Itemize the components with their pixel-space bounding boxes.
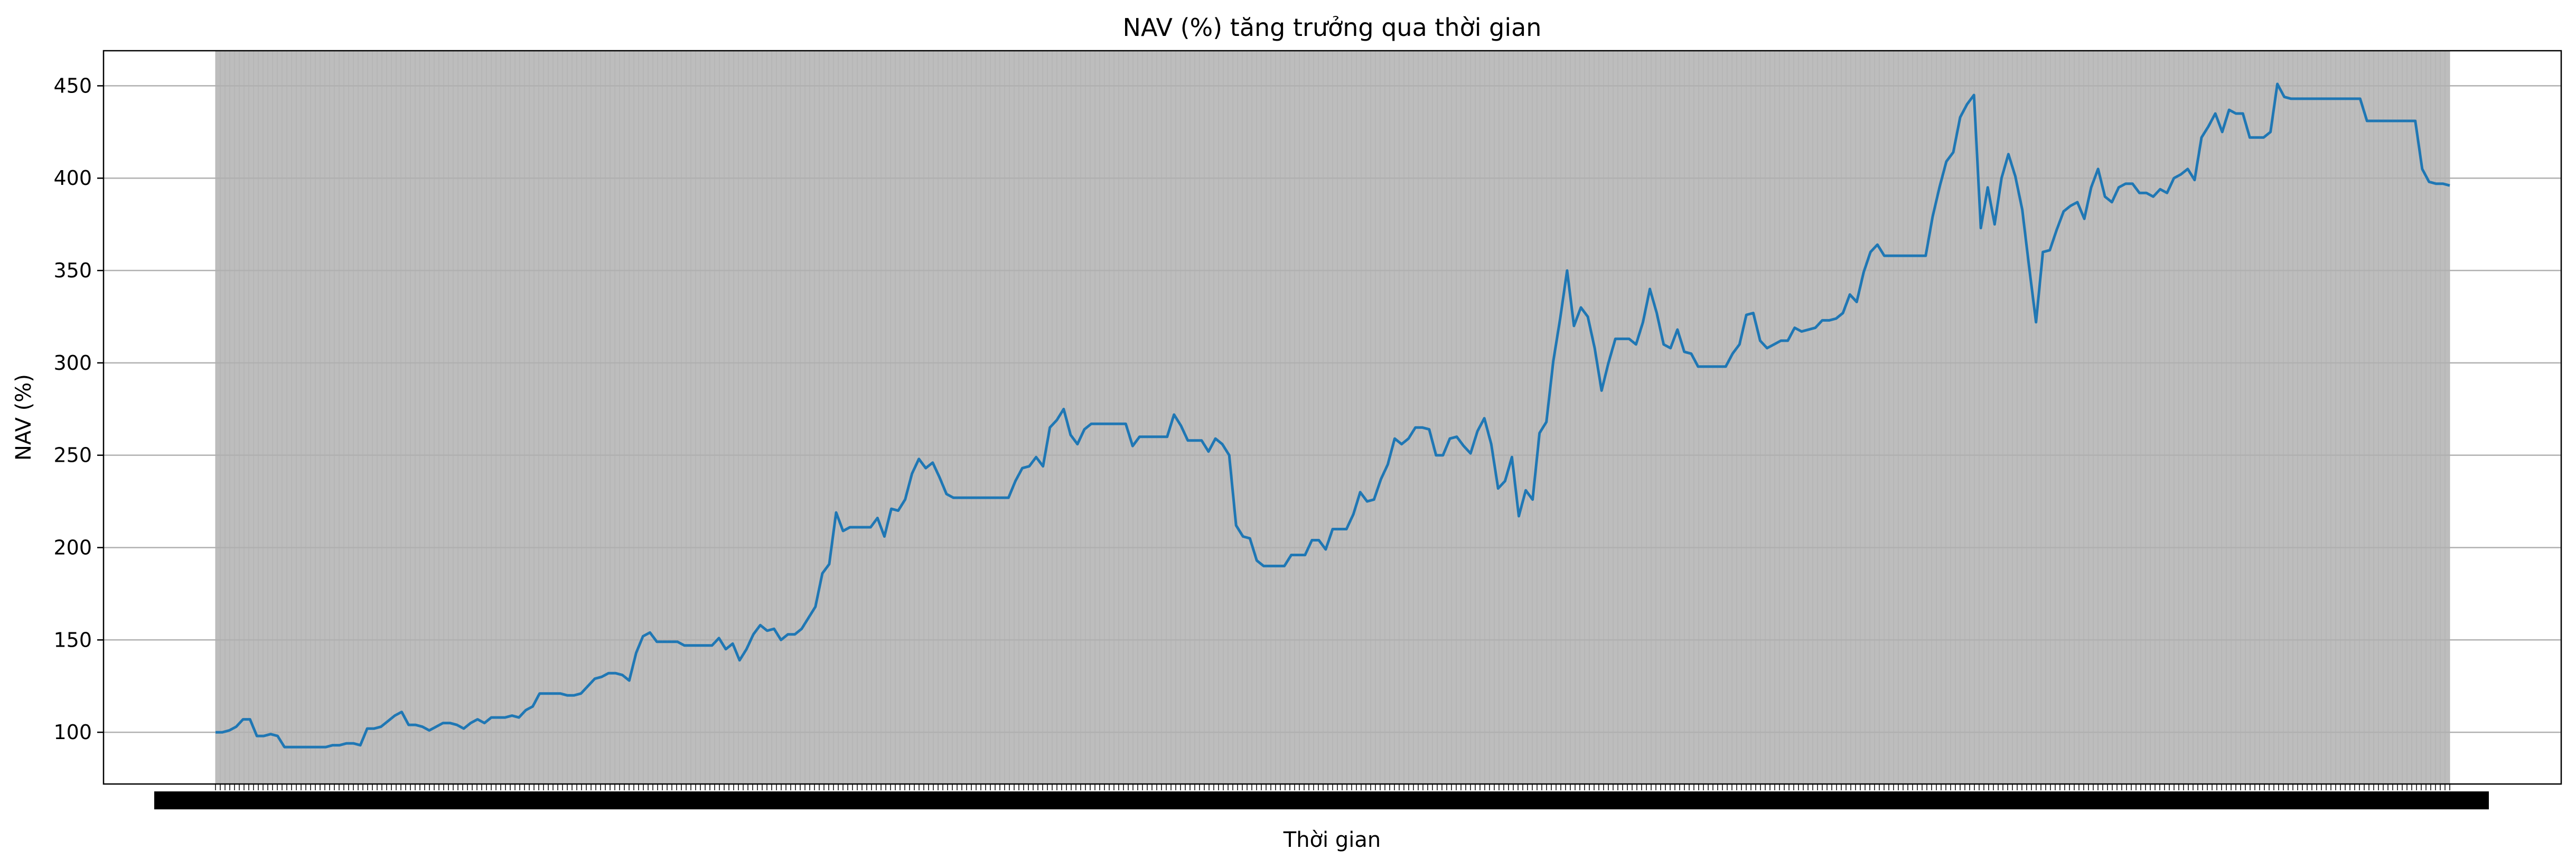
x-axis-title: Thời gian [1283,828,1381,852]
y-tick-label: 250 [53,444,92,467]
y-tick-label: 400 [53,166,92,190]
y-axis-ticks: 100 150 200 250 300 350 400 450 [53,74,104,744]
y-tick-label: 200 [53,536,92,559]
series-group [216,82,2450,749]
y-tick-label: 300 [53,351,92,375]
y-tick-label: 100 [53,721,92,744]
nav-series-line [216,82,2450,749]
x-axis-ticks [154,784,2489,809]
y-tick-label: 350 [53,259,92,282]
y-axis-title: NAV (%) [12,374,36,461]
y-tick-label: 150 [53,628,92,651]
gridlines [104,51,2561,784]
x-tick-labels-overlap [154,791,2489,809]
chart-title: NAV (%) tăng trưởng qua thời gian [1123,13,1542,42]
y-tick-label: 450 [53,74,92,97]
